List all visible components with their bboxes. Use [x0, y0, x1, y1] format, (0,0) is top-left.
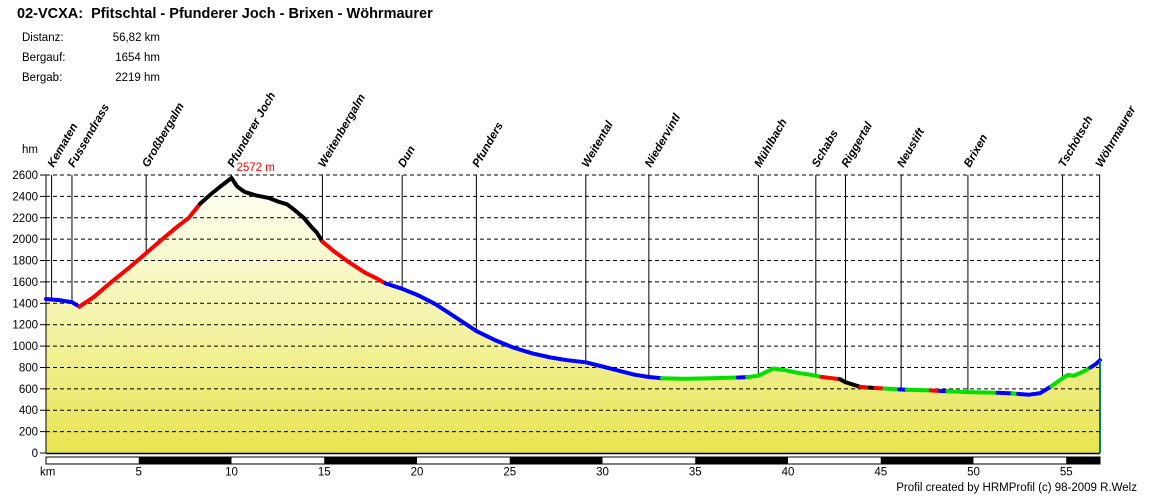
- scale-bar-band: [138, 457, 232, 464]
- profile-segment: [995, 390, 1015, 396]
- waypoint-label: Niedervintl: [643, 111, 684, 169]
- scale-bar-band: [695, 457, 788, 464]
- profile-segment: [819, 374, 842, 382]
- x-tick-label: 35: [689, 467, 702, 479]
- profile-segment: [1049, 365, 1093, 389]
- stat-value: 2219 hm: [115, 72, 160, 84]
- y-tick-label: 200: [19, 427, 38, 439]
- waypoint-label: Wöhrmaurer: [1094, 104, 1139, 170]
- scale-bar-band: [416, 457, 510, 464]
- waypoint-label: Tschötsch: [1057, 114, 1096, 169]
- peak-elevation-label: 2572 m: [236, 162, 274, 174]
- y-tick-label: 2200: [12, 213, 38, 225]
- credit-text: Profil created by HRMProfil (c) 98-2009 …: [896, 482, 1137, 494]
- waypoint-label: Weitental: [580, 119, 616, 170]
- profile-segment: [659, 375, 740, 381]
- waypoint-label: Pfunderer Joch: [226, 90, 279, 169]
- elevation-profile-line: [44, 176, 1102, 397]
- profile-segment: [44, 297, 82, 309]
- waypoint-label: Mühlbach: [753, 117, 790, 169]
- scale-bar-band: [602, 457, 696, 464]
- profile-segment: [77, 201, 202, 309]
- x-tick-label: 20: [411, 467, 424, 479]
- waypoint-label: Brixen: [962, 132, 990, 169]
- y-tick-label: 600: [19, 384, 38, 396]
- profile-segment: [198, 176, 325, 244]
- y-tick-label: 1400: [12, 298, 38, 310]
- waypoint-label: Großbergalm: [140, 101, 187, 170]
- scale-bar-band: [46, 457, 139, 464]
- x-axis-unit-label: km: [40, 467, 55, 479]
- y-tick-label: 2000: [12, 234, 38, 246]
- scale-bar-band: [509, 457, 603, 464]
- profile-segment: [383, 281, 664, 381]
- y-tick-label: 2400: [12, 191, 38, 203]
- scale-bar-band: [231, 457, 325, 464]
- stat-label: Distanz:: [22, 32, 64, 44]
- x-tick-label: 5: [136, 467, 142, 479]
- scale-bar-band: [1066, 457, 1100, 464]
- y-tick-label: 1600: [12, 277, 38, 289]
- waypoint-label: Dun: [396, 144, 418, 169]
- waypoint-label: Riggertal: [840, 120, 876, 170]
- y-tick-label: 1200: [12, 320, 38, 332]
- y-tick-label: 2600: [12, 170, 38, 182]
- profile-segment: [745, 366, 824, 380]
- waypoint-label: Neustift: [895, 125, 927, 169]
- scale-bar-band: [973, 457, 1067, 464]
- y-tick-label: 1800: [12, 256, 38, 268]
- x-tick-label: 25: [503, 467, 516, 479]
- x-tick-label: 40: [782, 467, 795, 479]
- profile-segment: [945, 389, 1000, 395]
- y-tick-label: 1000: [12, 341, 38, 353]
- x-tick-label: 30: [596, 467, 609, 479]
- scale-bar-band: [880, 457, 974, 464]
- profile-segment: [904, 387, 933, 393]
- profile-segment: [1016, 384, 1054, 397]
- waypoint-label: Weitenbergalm: [317, 92, 369, 169]
- x-tick-label: 10: [225, 467, 238, 479]
- profile-segment: [320, 239, 388, 286]
- x-tick-label: 15: [318, 467, 331, 479]
- scale-bar-band: [787, 457, 881, 464]
- y-axis-unit-label: hm: [22, 144, 38, 156]
- stat-label: Bergab:: [22, 72, 63, 84]
- km-scale-bar: [45, 456, 1101, 465]
- stat-value: 56,82 km: [112, 32, 160, 44]
- waypoint-label: Schabs: [810, 128, 841, 169]
- scale-bar-outline: [45, 456, 1101, 465]
- stat-value: 1654 hm: [115, 52, 160, 64]
- waypoint-label: Pfunders: [471, 120, 506, 169]
- page-title: 02-VCXA: Pfitschtal - Pfunderer Joch - B…: [17, 6, 433, 22]
- scale-bar-band: [324, 457, 417, 464]
- y-tick-label: 400: [19, 405, 38, 417]
- profile-segment: [1088, 358, 1102, 370]
- profile-segment: [882, 386, 902, 392]
- profile-segment: [837, 377, 863, 389]
- y-tick-label: 0: [32, 448, 38, 460]
- x-tick-label: 45: [874, 467, 887, 479]
- x-tick-label: 50: [967, 467, 980, 479]
- y-tick-label: 800: [19, 362, 38, 374]
- x-tick-label: 55: [1060, 467, 1073, 479]
- stat-label: Bergauf:: [22, 52, 66, 64]
- grid-group: [46, 174, 1100, 433]
- elevation-area-fill: [46, 178, 1100, 453]
